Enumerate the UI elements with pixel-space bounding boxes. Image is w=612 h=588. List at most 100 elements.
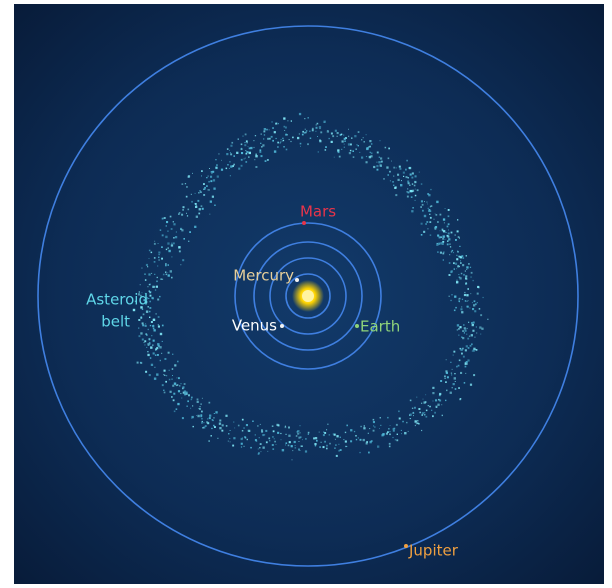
asteroid — [245, 150, 247, 152]
asteroid — [457, 236, 460, 238]
asteroid — [424, 415, 426, 417]
asteroid — [316, 122, 319, 125]
asteroid — [268, 129, 270, 131]
asteroid — [317, 136, 318, 137]
asteroid — [473, 300, 476, 303]
asteroid — [272, 436, 274, 438]
asteroid — [416, 189, 419, 192]
asteroid — [157, 344, 160, 347]
asteroid — [142, 324, 145, 327]
asteroid — [219, 419, 222, 422]
asteroid — [152, 325, 155, 328]
asteroid — [393, 184, 395, 186]
asteroid — [230, 165, 233, 168]
asteroid — [234, 427, 236, 429]
asteroid — [401, 180, 402, 182]
asteroid — [163, 389, 165, 391]
asteroid — [281, 449, 285, 452]
asteroid — [467, 337, 470, 340]
asteroid — [288, 434, 291, 437]
asteroid — [214, 426, 216, 428]
asteroid — [398, 417, 401, 420]
asteroid — [355, 148, 357, 150]
asteroid — [453, 263, 455, 265]
asteroid — [461, 311, 464, 314]
asteroid — [470, 334, 473, 337]
asteroid — [467, 305, 469, 308]
asteroid — [294, 445, 296, 447]
asteroid — [213, 417, 215, 419]
asteroid — [409, 418, 411, 420]
asteroid — [477, 286, 480, 289]
asteroid — [204, 186, 206, 189]
asteroid — [359, 151, 361, 153]
asteroid — [185, 195, 188, 198]
asteroid — [311, 129, 314, 132]
asteroid — [139, 284, 141, 286]
asteroid — [200, 205, 203, 207]
asteroid — [209, 168, 210, 169]
asteroid — [229, 438, 231, 440]
asteroid — [211, 427, 213, 430]
asteroid — [263, 134, 266, 136]
asteroid — [325, 146, 327, 148]
asteroid — [454, 388, 457, 390]
asteroid — [377, 445, 380, 448]
asteroid — [343, 134, 345, 136]
asteroid — [412, 411, 414, 413]
asteroid — [461, 306, 463, 308]
asteroid — [248, 429, 251, 432]
asteroid — [465, 345, 468, 348]
asteroid — [369, 428, 371, 430]
asteroid — [337, 151, 340, 154]
asteroid — [421, 414, 423, 416]
asteroid — [430, 205, 433, 207]
asteroid — [324, 149, 327, 151]
asteroid — [393, 427, 396, 430]
asteroid — [450, 231, 453, 234]
asteroid-label-line: Asteroid — [86, 291, 148, 309]
asteroid — [149, 341, 151, 343]
asteroid — [450, 251, 453, 253]
asteroid — [262, 434, 265, 437]
asteroid — [147, 306, 149, 308]
asteroid — [153, 377, 157, 380]
asteroid — [322, 434, 325, 437]
asteroid — [225, 167, 228, 170]
asteroid — [154, 354, 157, 356]
asteroid — [226, 153, 229, 156]
asteroid — [165, 380, 167, 383]
asteroid — [467, 288, 469, 290]
asteroid — [447, 215, 450, 218]
asteroid — [453, 377, 456, 380]
asteroid — [185, 391, 188, 394]
asteroid — [163, 369, 166, 372]
asteroid — [208, 189, 210, 191]
asteroid — [272, 139, 274, 142]
asteroid — [367, 432, 369, 434]
asteroid — [284, 425, 286, 427]
asteroid — [230, 144, 233, 147]
jupiter-orbit — [37, 25, 579, 567]
asteroid — [444, 375, 446, 378]
asteroid — [462, 337, 465, 340]
asteroid — [352, 156, 355, 158]
asteroid — [258, 437, 260, 439]
asteroid — [411, 183, 414, 185]
asteroid — [326, 447, 328, 450]
asteroid — [369, 145, 371, 148]
asteroid — [446, 243, 449, 246]
asteroid — [173, 392, 176, 395]
asteroid — [446, 376, 449, 379]
asteroid — [219, 427, 222, 430]
asteroid — [322, 446, 325, 449]
asteroid — [350, 143, 352, 146]
asteroid — [144, 273, 146, 275]
asteroid — [423, 401, 426, 404]
asteroid — [275, 123, 277, 125]
asteroid — [132, 308, 136, 312]
asteroid — [441, 228, 444, 231]
asteroid — [445, 381, 447, 383]
